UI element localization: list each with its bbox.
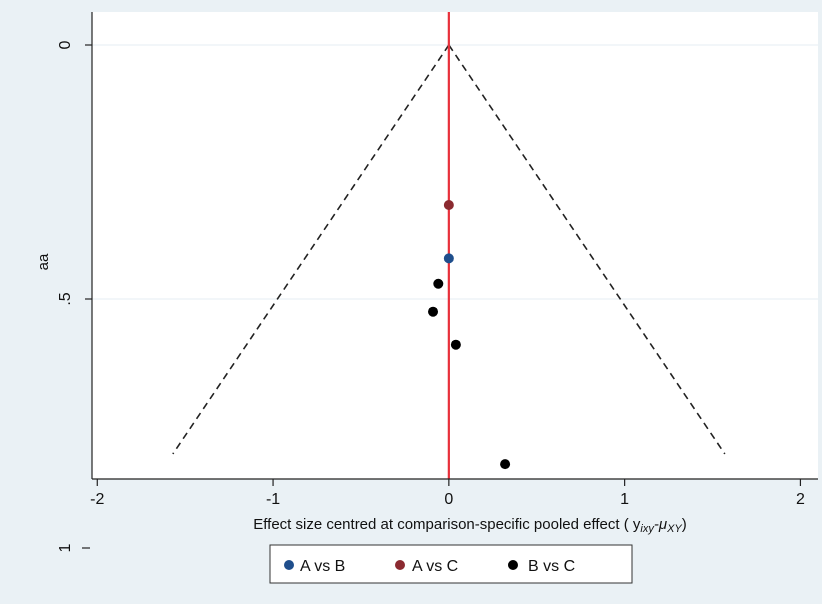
funnel-left-line [172, 44, 450, 455]
tick-labels: -2 -1 0 1 2 0 .5 [57, 40, 805, 508]
x-tick-label-1: -1 [266, 491, 280, 508]
legend-label-b-vs-c: B vs C [528, 558, 575, 575]
legend-box [269, 544, 633, 584]
point-b-vs-c-1 [428, 306, 439, 317]
x-tick-label-0: -2 [90, 491, 104, 508]
legend-marker-a-vs-c [395, 560, 405, 570]
point-b-vs-c-2 [450, 339, 461, 350]
x-axis-title: Effect size centred at comparison-specif… [253, 516, 687, 535]
legend-label-a-vs-b: A vs B [300, 558, 345, 575]
legend: A vs B A vs C B vs C [269, 544, 633, 584]
legend-label-a-vs-c: A vs C [412, 558, 458, 575]
point-b-vs-c-0 [433, 278, 444, 289]
funnel-right-line [448, 44, 726, 455]
data-points [428, 200, 511, 470]
funnel-lines [172, 44, 726, 455]
point-a-vs-b-0 [443, 253, 454, 264]
y-axis-title: aa [35, 253, 52, 270]
legend-marker-a-vs-b [284, 560, 294, 570]
plot-area [92, 12, 818, 479]
y-tick-label-1: .5 [57, 292, 74, 305]
point-a-vs-c-0 [443, 200, 454, 211]
grid-lines [92, 44, 818, 300]
y-tick-label-0: 0 [57, 40, 74, 49]
x-tick-label-3: 1 [620, 491, 629, 508]
y-tick-label-1: 1 [57, 543, 74, 552]
x-tick-label-4: 2 [796, 491, 805, 508]
point-b-vs-c-3 [500, 459, 511, 470]
y-extra-tick: 1 [57, 543, 90, 552]
x-tick-label-2: 0 [444, 491, 453, 508]
axes [91, 12, 818, 480]
legend-marker-b-vs-c [508, 560, 518, 570]
